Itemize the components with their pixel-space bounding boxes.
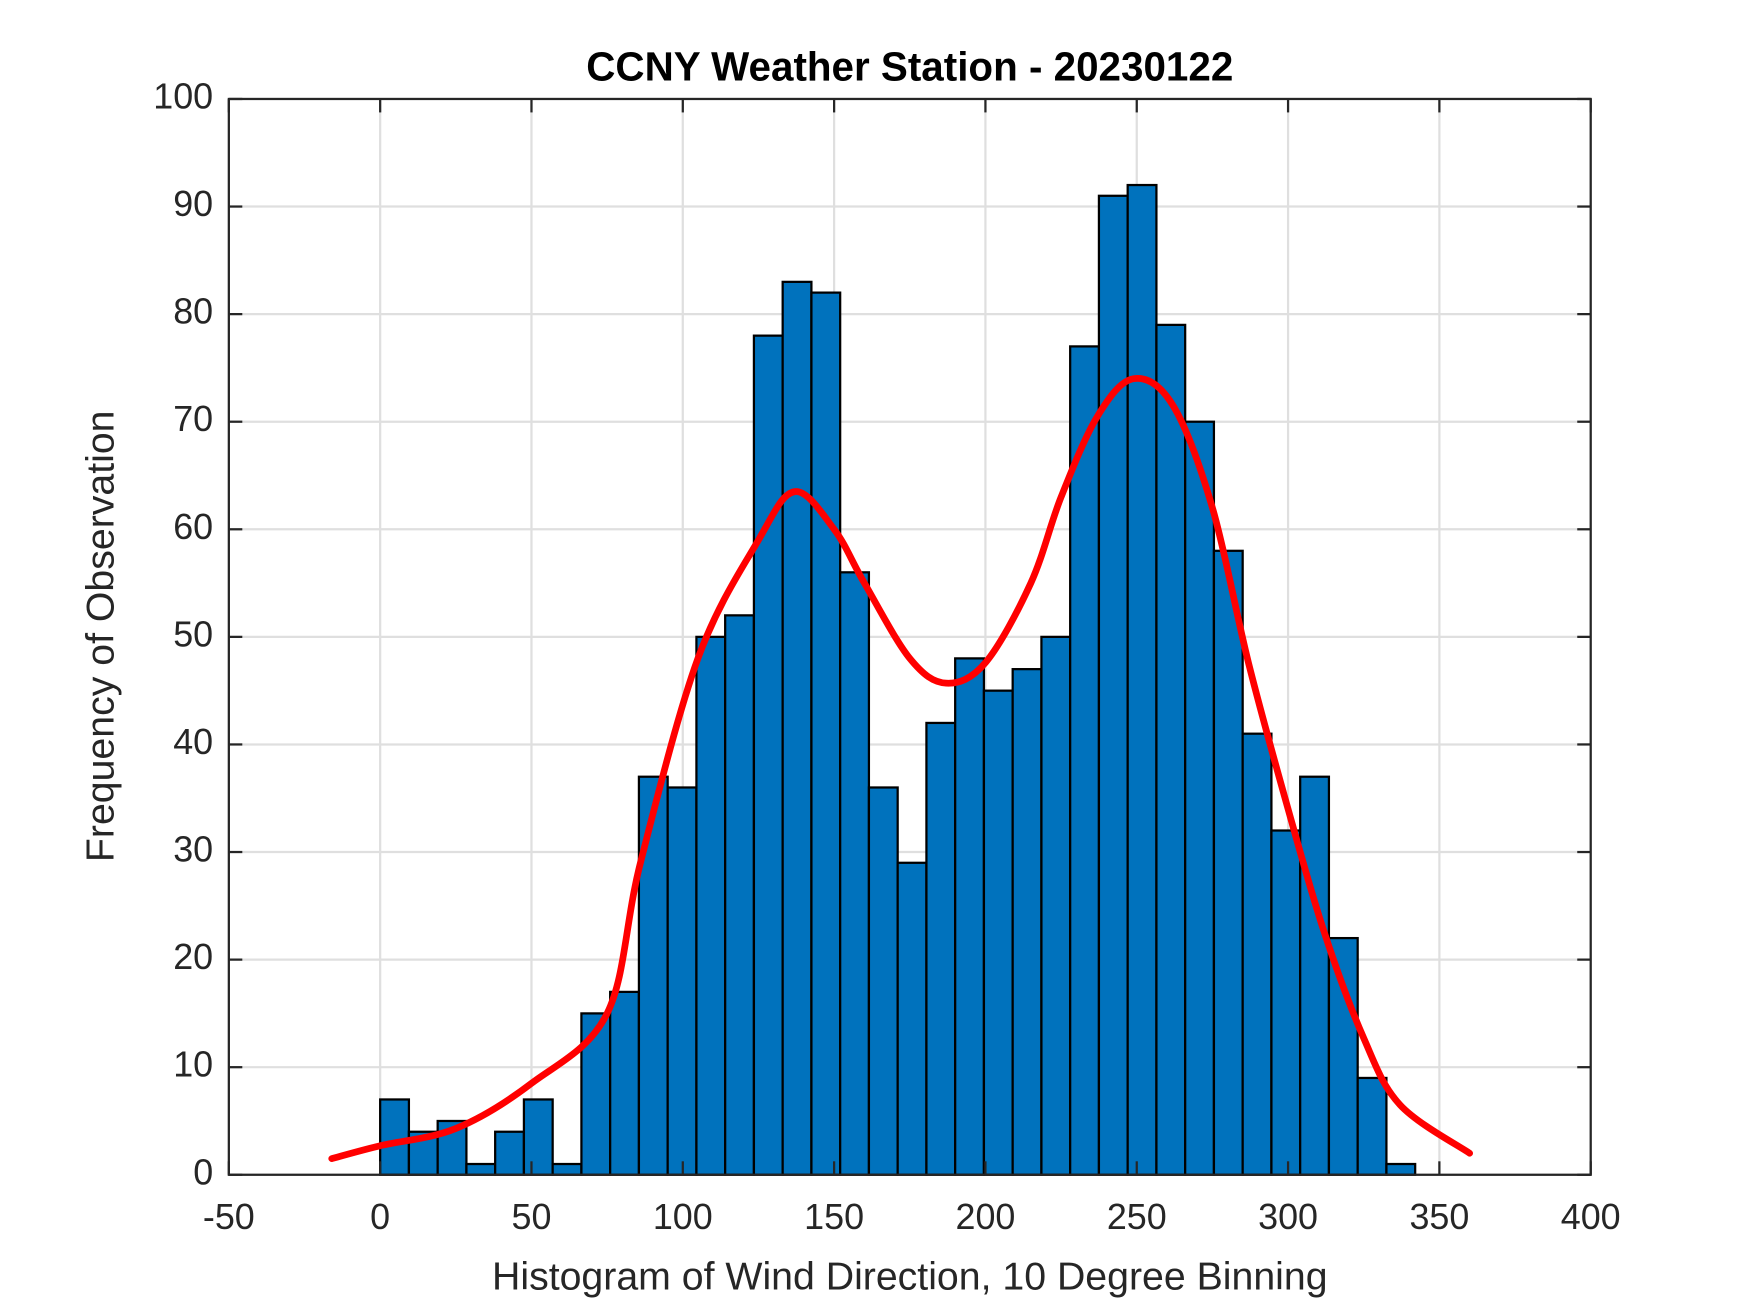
bar (867, 786, 899, 1176)
bar (1385, 1162, 1417, 1176)
fit-curve (328, 375, 1474, 1162)
bar (896, 861, 928, 1176)
y-tick-label: 40 (173, 722, 213, 762)
bar (1212, 549, 1244, 1176)
y-tick-label: 60 (173, 507, 213, 547)
bar (1241, 732, 1273, 1176)
x-tick-label: 400 (1561, 1197, 1621, 1237)
x-tick-label: 50 (512, 1197, 552, 1237)
bar (1040, 635, 1072, 1176)
bar (781, 280, 813, 1176)
x-tick-label: 300 (1258, 1197, 1318, 1237)
x-tick-label: 350 (1409, 1197, 1469, 1237)
bar (810, 291, 842, 1176)
bar (666, 786, 698, 1176)
chart-title: CCNY Weather Station - 20230122 (586, 43, 1233, 89)
bar (1356, 1076, 1388, 1176)
bar (637, 775, 669, 1176)
y-axis-label: Frequency of Observation (79, 411, 123, 863)
bar (1126, 183, 1158, 1176)
bar (1011, 668, 1043, 1176)
y-tick-label: 80 (173, 292, 213, 332)
bar (522, 1098, 554, 1176)
x-tick-label: 250 (1107, 1197, 1167, 1237)
bar (724, 614, 756, 1176)
bar (580, 1012, 612, 1176)
bar (465, 1162, 497, 1176)
bar (982, 689, 1014, 1176)
bar (1069, 345, 1101, 1176)
x-tick-label: 100 (653, 1197, 713, 1237)
x-axis-label: Histogram of Wind Direction, 10 Degree B… (492, 1254, 1328, 1298)
bar (1155, 323, 1187, 1176)
bar (695, 635, 727, 1176)
y-tick-label: 0 (193, 1152, 213, 1192)
x-tick-label: 150 (804, 1197, 864, 1237)
y-tick-label: 10 (173, 1045, 213, 1085)
y-tick-label: 20 (173, 937, 213, 977)
bar (1299, 775, 1331, 1176)
bar (1184, 420, 1216, 1176)
bar (752, 334, 784, 1176)
bar (925, 721, 957, 1176)
x-tick-label: 0 (370, 1197, 390, 1237)
y-tick-label: 90 (173, 184, 213, 224)
y-tick-label: 100 (153, 76, 213, 116)
y-tick-label: 50 (173, 614, 213, 654)
x-tick-label: 200 (956, 1197, 1016, 1237)
bar (1097, 194, 1129, 1176)
bar (494, 1130, 526, 1176)
bar (551, 1162, 583, 1176)
y-tick-label: 70 (173, 399, 213, 439)
bar (954, 657, 986, 1176)
bar (609, 990, 641, 1176)
y-tick-label: 30 (173, 830, 213, 870)
bar (379, 1098, 411, 1176)
bar (839, 571, 871, 1176)
bar (1270, 829, 1302, 1176)
bar (1327, 936, 1359, 1176)
x-tick-label: -50 (203, 1197, 255, 1237)
